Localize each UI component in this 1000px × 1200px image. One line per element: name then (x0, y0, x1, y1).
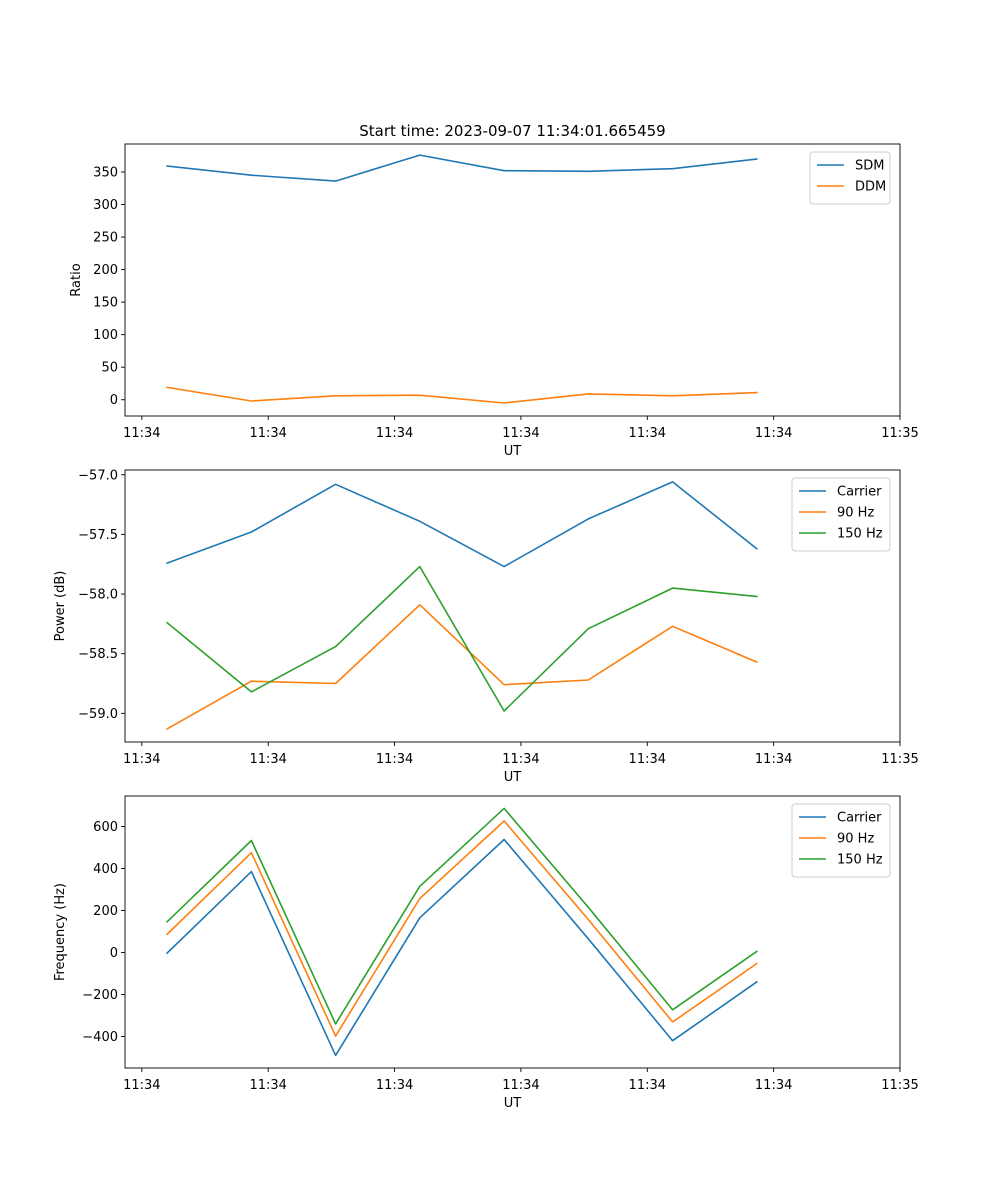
x-tick-label: 11:34 (502, 1078, 539, 1093)
y-tick-label: 150 (93, 296, 118, 311)
x-tick-label: 11:34 (755, 752, 792, 767)
x-tick-label: 11:35 (881, 752, 918, 767)
chart-panel-1: 11:34 11:34 11:34 11:34 11:34 11:34 11:35 0 50 10… (69, 122, 919, 459)
legend: Carrier 90 Hz 150 Hz (791, 477, 891, 552)
legend-label: 150 Hz (837, 527, 883, 542)
y-tick-label: 250 (93, 231, 118, 246)
series-line-carrier (166, 481, 758, 568)
y-tick-label: 0 (110, 946, 118, 961)
x-tick-label: 11:34 (249, 1078, 286, 1093)
x-tick-label: 11:34 (123, 426, 160, 441)
legend: Carrier 90 Hz 150 Hz (791, 803, 891, 878)
y-tick-label: −57.5 (78, 528, 118, 543)
chart-title: Start time: 2023-09-07 11:34:01.665459 (359, 122, 665, 140)
series-line-90-hz (166, 603, 758, 730)
legend-label: 90 Hz (837, 832, 874, 847)
legend: SDM DDM (809, 151, 891, 205)
y-tick-label: −58.0 (78, 588, 118, 603)
x-tick-label: 11:34 (502, 426, 539, 441)
y-tick-label: 50 (101, 361, 118, 376)
legend-label: DDM (855, 180, 886, 195)
series-line-150-hz (165, 807, 758, 1025)
x-tick-label: 11:34 (629, 752, 666, 767)
y-tick-label: 300 (93, 198, 118, 213)
y-tick-label: −200 (82, 988, 118, 1003)
x-tick-label: 11:34 (376, 1078, 413, 1093)
plot-frame (124, 143, 901, 417)
y-tick-label: 350 (93, 165, 118, 180)
y-axis-label: Ratio (69, 263, 84, 296)
x-tick-label: 11:34 (629, 1078, 666, 1093)
x-tick-label: 11:34 (123, 1078, 160, 1093)
y-tick-label: 200 (93, 263, 118, 278)
legend-label: 150 Hz (837, 853, 883, 868)
x-tick-label: 11:35 (881, 1078, 918, 1093)
y-tick-label: 0 (110, 393, 118, 408)
x-tick-label: 11:34 (755, 426, 792, 441)
y-tick-label: 200 (93, 904, 118, 919)
legend-label: Carrier (837, 811, 882, 826)
x-tick-label: 11:34 (249, 752, 286, 767)
plot-frame (124, 795, 901, 1069)
y-tick-label: 600 (93, 820, 118, 835)
y-tick-label: −57.0 (78, 468, 118, 483)
series-line-90-hz (165, 820, 758, 1037)
y-tick-label: −400 (82, 1030, 118, 1045)
series-line-carrier (165, 838, 758, 1057)
y-tick-label: 100 (93, 328, 118, 343)
x-tick-label: 11:35 (881, 426, 918, 441)
plot-frame (124, 469, 901, 743)
legend-label: Carrier (837, 485, 882, 500)
legend-label: SDM (855, 159, 884, 174)
y-axis-label: Power (dB) (53, 571, 68, 642)
x-tick-label: 11:34 (502, 752, 539, 767)
series-line-150-hz (165, 565, 758, 712)
x-tick-label: 11:34 (123, 752, 160, 767)
y-tick-label: −59.0 (78, 707, 118, 722)
x-tick-label: 11:34 (629, 426, 666, 441)
x-axis-label: UT (504, 444, 522, 459)
y-tick-label: 400 (93, 862, 118, 877)
x-tick-label: 11:34 (376, 426, 413, 441)
x-axis-label: UT (504, 1096, 522, 1111)
x-tick-label: 11:34 (376, 752, 413, 767)
series-line-sdm (166, 154, 758, 182)
y-axis-label: Frequency (Hz) (53, 883, 68, 981)
x-axis-label: UT (504, 770, 522, 785)
x-tick-label: 11:34 (755, 1078, 792, 1093)
x-tick-label: 11:34 (249, 426, 286, 441)
series-line-ddm (166, 386, 758, 404)
legend-label: 90 Hz (837, 506, 874, 521)
chart-panel-3: 11:34 11:34 11:34 11:34 11:34 11:34 11:35 −400 −… (53, 795, 919, 1111)
chart-panel-2: 11:34 11:34 11:34 11:34 11:34 11:34 11:35 −59.0… (53, 468, 919, 785)
y-tick-label: −58.5 (78, 647, 118, 662)
